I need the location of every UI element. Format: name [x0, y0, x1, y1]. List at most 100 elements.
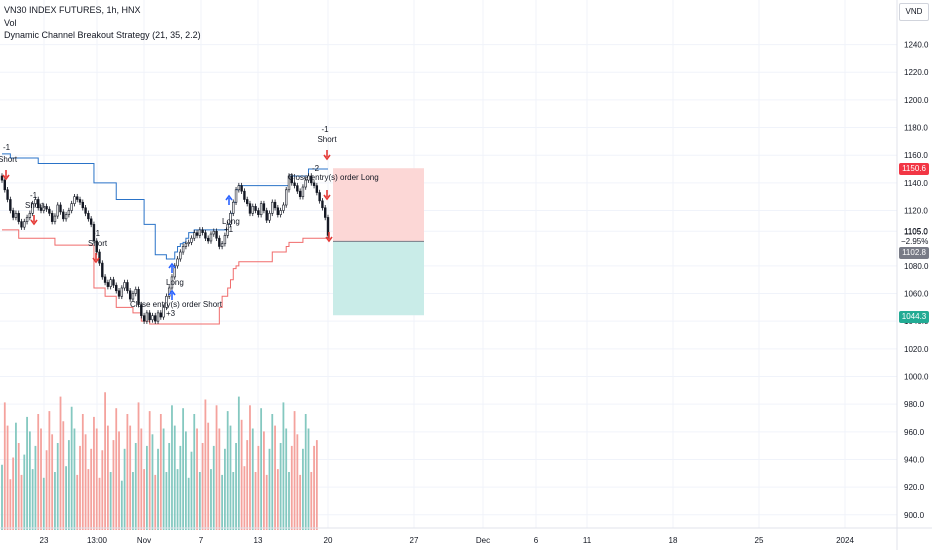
candle-body	[310, 175, 313, 184]
volume-bar	[276, 469, 279, 530]
volume-bar	[48, 411, 51, 530]
candle-body	[140, 304, 143, 316]
candle-body	[265, 210, 268, 221]
volume-bar	[3, 402, 6, 530]
volume-bar	[215, 405, 218, 530]
candle-body	[307, 175, 310, 181]
volume-bar	[151, 434, 154, 530]
candle-body	[204, 232, 207, 239]
candle-body	[3, 179, 6, 191]
price-tick-label: 1120.0	[904, 207, 928, 216]
gridlines	[0, 0, 897, 528]
volume-bar	[165, 472, 168, 530]
volume-bar	[54, 472, 56, 530]
volume-bar	[265, 474, 268, 530]
candle-body	[232, 201, 235, 214]
candle-body	[184, 243, 188, 247]
volume-bar	[93, 416, 95, 530]
candle-body	[298, 190, 302, 198]
short-arrow-head	[323, 154, 331, 161]
candle-body	[276, 207, 280, 215]
time-tick-label: 2024	[836, 536, 854, 545]
volume-bar	[70, 406, 73, 530]
candle-body	[95, 240, 98, 253]
candle-body	[318, 192, 321, 202]
candle-body	[273, 201, 277, 209]
volume-bar	[84, 434, 87, 530]
time-axis[interactable]: 23 13:00 Nov 7 13 20 27 Dec 6 11 18 25 2024	[0, 527, 932, 545]
volume-bar	[148, 411, 151, 530]
candle-body	[117, 290, 121, 297]
currency-unit-button[interactable]: VND	[899, 3, 929, 21]
volume-bar	[293, 411, 296, 530]
volume-bar	[240, 419, 243, 530]
signal-label: -1	[3, 143, 11, 152]
volume-bar	[184, 431, 187, 530]
time-tick-label: 20	[324, 536, 333, 545]
volume-bar	[207, 422, 210, 530]
candle-body	[218, 237, 221, 247]
signal-label: Close entry(s) order Short	[130, 300, 223, 309]
candle-body	[59, 204, 62, 213]
stop-price-tag: 1150.6	[899, 163, 929, 175]
volume-bar	[304, 414, 307, 530]
volume-bar	[134, 443, 137, 530]
volume-bar	[65, 466, 67, 530]
volume-bar	[246, 440, 249, 530]
candle-body	[76, 196, 79, 200]
candle-body	[84, 207, 87, 214]
candle-body	[237, 185, 241, 191]
candle-body	[251, 206, 254, 214]
candle-body	[126, 282, 129, 292]
channel-lines	[2, 153, 328, 325]
volume-bar	[73, 428, 76, 530]
candle-body	[201, 229, 204, 233]
candle-body	[81, 201, 85, 209]
volume-bar	[45, 450, 48, 530]
candle-body	[156, 312, 160, 322]
upper-channel-line	[2, 153, 328, 260]
price-tick-label: 1160.0	[904, 151, 928, 160]
volume-bar	[126, 414, 129, 530]
volume-bar	[251, 428, 254, 530]
volume-bar	[204, 399, 207, 530]
volume-bar	[76, 474, 79, 530]
candles	[0, 173, 330, 324]
volume-bar	[224, 448, 226, 530]
signal-label: -2	[312, 164, 320, 173]
volume-bar	[56, 443, 59, 530]
volume-bar	[104, 392, 106, 530]
strategy-legend: Dynamic Channel Breakout Strategy (21, 3…	[4, 30, 201, 40]
candle-body	[34, 199, 37, 204]
candle-body	[11, 210, 15, 218]
signal-label: -1	[30, 191, 38, 200]
signal-label: Long	[166, 278, 184, 287]
volume-bar	[17, 443, 20, 530]
candle-body	[170, 276, 174, 289]
trade-zone	[333, 168, 424, 316]
volume-bar	[229, 425, 232, 530]
candle-body	[279, 210, 282, 215]
time-tick-label: 27	[410, 536, 419, 545]
volume-bar	[218, 428, 221, 530]
price-tick-label: 1060.0	[904, 290, 929, 299]
volume-bar	[26, 416, 28, 530]
volume-bar	[143, 469, 146, 530]
candle-body	[50, 213, 54, 222]
candle-body	[290, 175, 293, 184]
candle-body	[145, 312, 149, 322]
time-tick-label: 11	[583, 536, 592, 545]
volume-bar	[268, 448, 271, 530]
short-arrow-head	[2, 174, 10, 181]
volume-bar	[51, 434, 54, 530]
volume-bar	[187, 477, 190, 530]
volume-bar	[62, 421, 65, 530]
candle-body	[128, 290, 132, 300]
volume-bar	[179, 445, 182, 530]
price-axis[interactable]: 900.0 920.0 940.0 960.0 980.0 1000.0 1020.0 104…	[896, 0, 929, 550]
volume-bar	[190, 451, 193, 530]
candle-body	[98, 251, 101, 264]
long-arrow-head	[168, 289, 176, 296]
